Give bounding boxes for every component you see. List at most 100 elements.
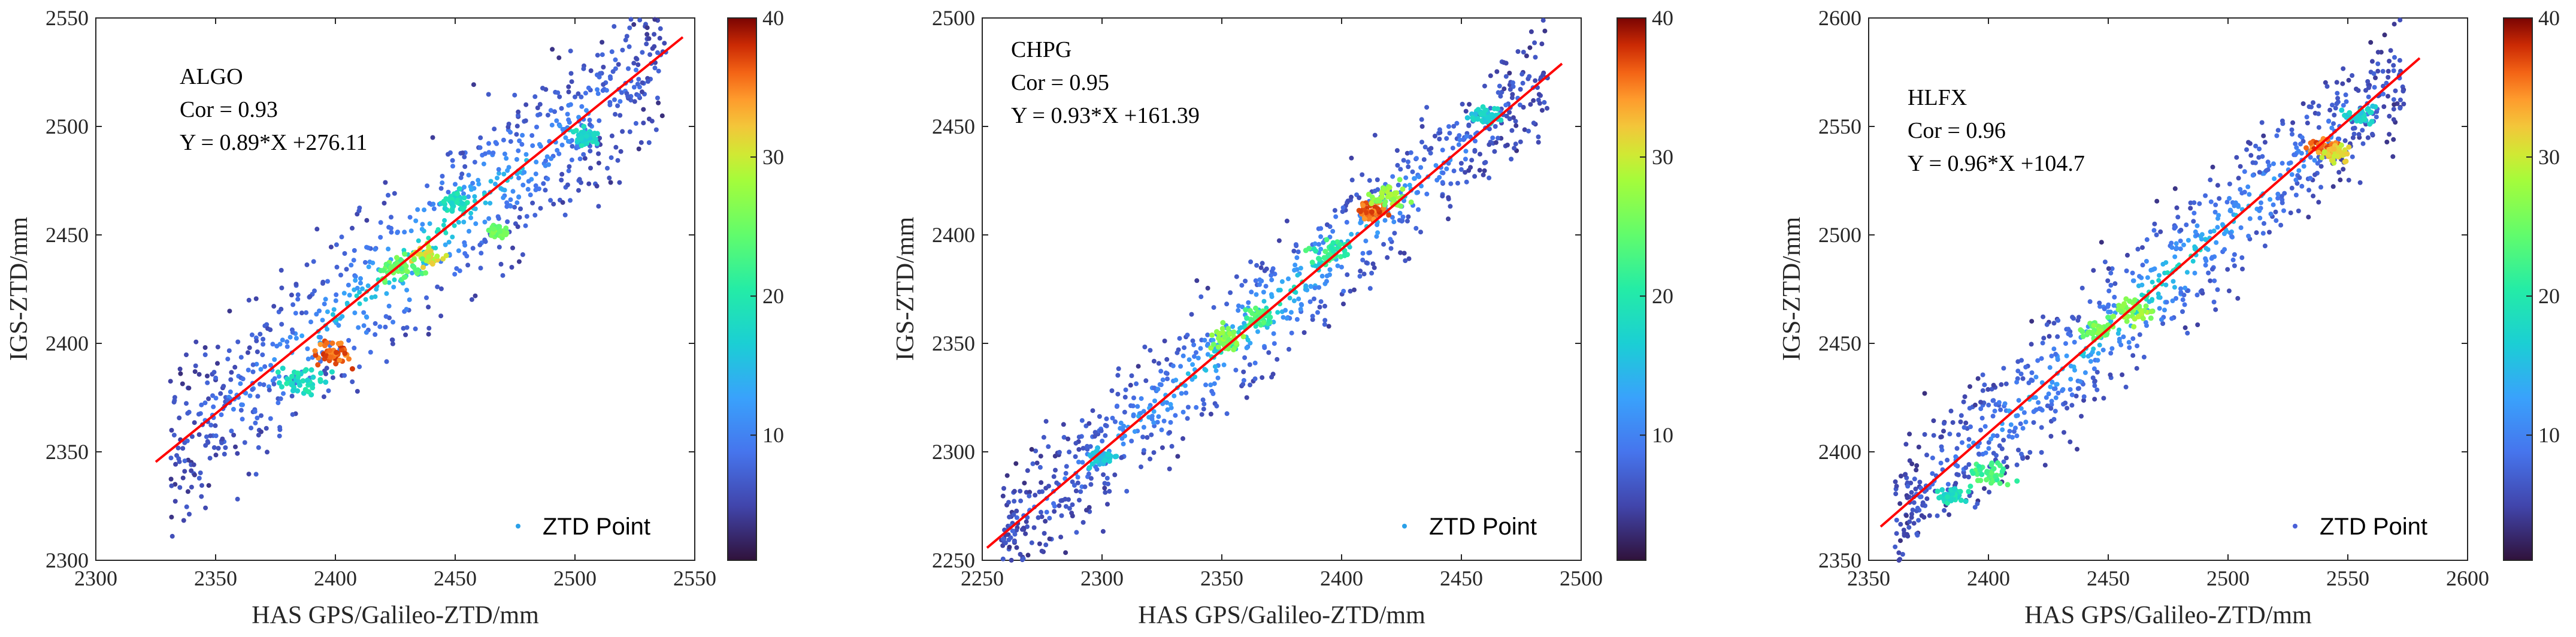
- data-point: [1294, 317, 1300, 322]
- data-point: [2257, 208, 2262, 213]
- data-point: [504, 156, 509, 161]
- data-point: [559, 171, 565, 177]
- data-point: [229, 370, 234, 375]
- data-point: [233, 444, 238, 449]
- data-point: [2003, 381, 2009, 387]
- data-point: [2344, 151, 2350, 157]
- data-point: [1513, 119, 1518, 124]
- data-point: [559, 143, 565, 147]
- legend: ZTD Point: [1402, 514, 1537, 540]
- data-point: [2386, 75, 2391, 80]
- data-point: [2164, 300, 2169, 305]
- data-point: [1357, 274, 1363, 279]
- x-tick-label: 2300: [1080, 566, 1124, 590]
- data-point: [652, 17, 658, 22]
- data-point: [613, 111, 618, 117]
- data-point: [647, 52, 653, 58]
- data-point: [264, 322, 270, 327]
- data-point: [1446, 195, 1451, 200]
- data-point: [2124, 318, 2130, 324]
- data-point: [1164, 400, 1170, 405]
- data-point: [1914, 531, 1920, 536]
- data-point: [2341, 66, 2346, 71]
- data-point: [1520, 80, 1525, 86]
- data-point: [1953, 481, 1959, 486]
- data-point: [383, 180, 388, 185]
- legend-label: ZTD Point: [2320, 514, 2427, 540]
- data-point: [1488, 73, 1493, 79]
- data-point: [180, 446, 186, 451]
- data-point: [2222, 247, 2227, 252]
- data-point: [2366, 94, 2371, 99]
- data-point: [502, 188, 507, 193]
- data-point: [320, 279, 326, 285]
- data-point: [2001, 437, 2006, 443]
- data-point: [1999, 382, 2004, 387]
- data-point: [1457, 137, 1463, 143]
- data-point: [501, 195, 506, 200]
- data-point: [1536, 92, 1542, 97]
- data-point: [1292, 267, 1297, 273]
- data-point: [1337, 241, 1343, 247]
- data-point: [649, 119, 655, 124]
- data-point: [2296, 209, 2301, 213]
- data-point: [386, 192, 391, 198]
- data-point: [178, 371, 183, 376]
- data-point: [1118, 425, 1123, 431]
- data-point: [334, 242, 339, 247]
- data-point: [1172, 393, 1177, 398]
- data-point: [2401, 101, 2407, 107]
- data-point: [1088, 482, 1094, 487]
- data-point: [1502, 86, 1507, 92]
- data-point: [2055, 356, 2060, 361]
- data-point: [446, 189, 451, 195]
- data-point: [2393, 88, 2398, 93]
- data-point: [2108, 309, 2113, 315]
- data-point: [1914, 467, 1919, 473]
- data-point: [1507, 116, 1512, 122]
- data-point: [2381, 91, 2386, 96]
- data-point: [240, 416, 245, 422]
- data-point: [1304, 288, 1310, 292]
- data-point: [2013, 425, 2018, 431]
- data-point: [533, 171, 538, 177]
- data-point: [328, 354, 334, 360]
- data-point: [1487, 126, 1492, 132]
- data-point: [402, 274, 408, 280]
- data-point: [497, 244, 502, 250]
- data-point: [1182, 345, 1187, 351]
- data-point: [2238, 225, 2244, 230]
- data-point: [1269, 268, 1275, 274]
- data-point: [391, 285, 396, 290]
- data-point: [2369, 131, 2375, 137]
- data-point: [2306, 188, 2311, 193]
- data-point: [1382, 202, 1388, 208]
- data-point: [1233, 367, 1239, 373]
- data-point: [1954, 446, 1960, 451]
- data-point: [594, 140, 600, 146]
- data-point: [1413, 226, 1419, 231]
- data-point: [1321, 255, 1327, 261]
- data-point: [338, 273, 343, 277]
- data-point: [1518, 139, 1523, 144]
- data-point: [1158, 382, 1164, 388]
- data-point: [1509, 95, 1515, 101]
- data-point: [613, 57, 618, 62]
- data-point: [587, 122, 592, 127]
- data-point: [229, 428, 234, 434]
- data-point: [1246, 300, 1251, 305]
- data-point: [2172, 186, 2178, 191]
- data-point: [1322, 303, 1327, 309]
- data-point: [378, 220, 383, 225]
- data-point: [2341, 102, 2346, 108]
- data-point: [2306, 104, 2312, 110]
- data-point: [473, 221, 479, 227]
- data-point: [565, 111, 570, 117]
- data-point: [2145, 275, 2150, 280]
- data-point: [1158, 369, 1164, 374]
- data-point: [441, 222, 446, 228]
- data-point: [1145, 435, 1150, 440]
- data-point: [2178, 286, 2183, 291]
- data-point: [1418, 165, 1424, 170]
- data-point: [1481, 111, 1487, 117]
